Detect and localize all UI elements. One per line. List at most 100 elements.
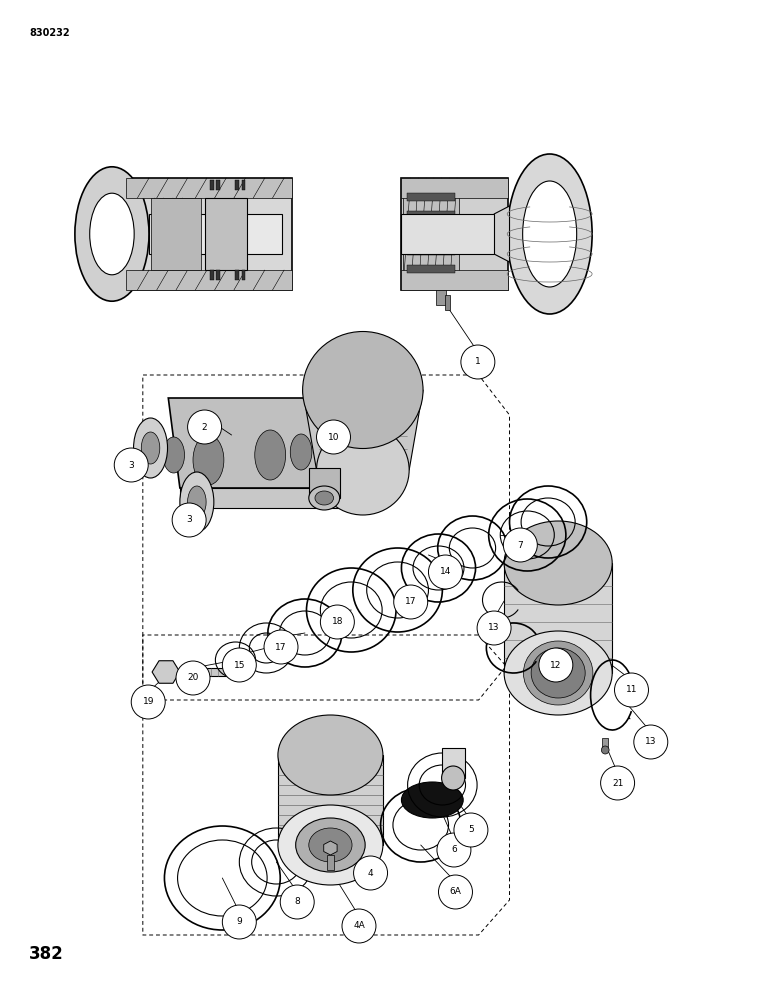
Polygon shape [242,180,245,190]
Polygon shape [407,265,455,273]
Text: 11: 11 [626,686,637,695]
Polygon shape [180,668,230,676]
Text: 19: 19 [143,698,154,706]
Ellipse shape [131,685,165,719]
Ellipse shape [601,746,609,754]
Polygon shape [401,270,508,290]
Ellipse shape [477,611,511,645]
Ellipse shape [188,486,206,518]
Ellipse shape [309,486,340,510]
Polygon shape [210,270,214,280]
Ellipse shape [264,630,298,664]
Polygon shape [126,270,292,290]
Ellipse shape [523,181,577,287]
Ellipse shape [222,905,256,939]
Text: 382: 382 [29,945,64,963]
Polygon shape [602,738,608,748]
Polygon shape [324,420,378,476]
Ellipse shape [163,437,185,473]
Polygon shape [327,855,334,870]
Ellipse shape [531,648,585,698]
Ellipse shape [317,425,409,515]
Polygon shape [216,180,220,190]
Ellipse shape [504,631,612,715]
Ellipse shape [461,345,495,379]
Text: 5: 5 [468,825,474,834]
Ellipse shape [442,766,465,790]
Ellipse shape [172,503,206,537]
Text: 13: 13 [645,738,656,746]
Text: 15: 15 [234,661,245,670]
Text: 7: 7 [517,540,523,550]
Text: 6A: 6A [449,888,462,896]
Polygon shape [235,270,239,280]
Polygon shape [278,755,383,845]
Ellipse shape [75,167,149,301]
Ellipse shape [523,641,593,705]
Ellipse shape [278,715,383,795]
Polygon shape [401,214,494,254]
Ellipse shape [278,805,383,885]
Ellipse shape [438,875,472,909]
Ellipse shape [354,856,388,890]
Text: 830232: 830232 [29,28,70,38]
Polygon shape [235,180,239,190]
Text: 12: 12 [550,661,561,670]
Text: 4A: 4A [353,922,365,930]
Polygon shape [168,398,347,488]
Ellipse shape [303,332,423,448]
Ellipse shape [315,491,334,505]
Polygon shape [152,661,180,683]
Ellipse shape [255,430,286,480]
Polygon shape [407,211,455,219]
Text: 8: 8 [294,898,300,907]
Text: 21: 21 [612,778,623,788]
Text: 17: 17 [405,597,416,606]
Ellipse shape [309,828,352,862]
Polygon shape [242,270,245,280]
Text: 14: 14 [440,568,451,576]
Ellipse shape [280,885,314,919]
Polygon shape [309,468,340,498]
Polygon shape [442,748,465,778]
Ellipse shape [601,766,635,800]
Polygon shape [216,270,220,280]
Polygon shape [436,290,446,305]
Polygon shape [126,178,292,290]
Ellipse shape [324,420,378,476]
Polygon shape [401,178,508,198]
Polygon shape [407,193,455,201]
Ellipse shape [437,833,471,867]
Ellipse shape [134,418,168,478]
Polygon shape [445,295,450,310]
Ellipse shape [290,434,312,470]
Ellipse shape [454,813,488,847]
Ellipse shape [320,605,354,639]
Ellipse shape [428,555,462,589]
Polygon shape [205,198,247,270]
Ellipse shape [615,673,648,707]
Polygon shape [149,214,282,254]
Polygon shape [151,198,201,270]
Polygon shape [407,247,455,255]
Text: 18: 18 [332,617,343,626]
Ellipse shape [317,420,350,454]
Polygon shape [210,180,214,190]
Text: 17: 17 [276,643,286,652]
Polygon shape [403,178,459,290]
Text: 4: 4 [367,868,374,878]
Polygon shape [126,178,292,198]
Polygon shape [303,390,423,470]
Ellipse shape [180,472,214,532]
Polygon shape [494,206,510,262]
Text: 9: 9 [236,918,242,927]
Ellipse shape [193,435,224,485]
Ellipse shape [296,818,365,872]
Text: 3: 3 [186,516,192,524]
Text: 3: 3 [128,461,134,470]
Ellipse shape [504,521,612,605]
Polygon shape [401,178,508,290]
Text: 6: 6 [451,845,457,854]
Polygon shape [504,563,612,673]
Text: 20: 20 [188,674,198,683]
